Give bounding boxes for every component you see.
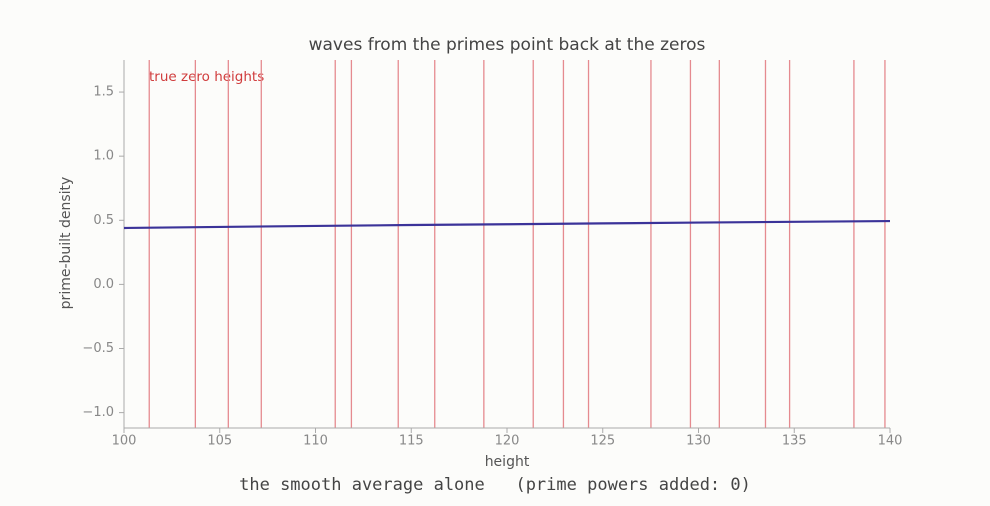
data-line — [123, 219, 891, 230]
x-tick-label: 135 — [782, 434, 807, 449]
y-axis-label: prime-built density — [58, 177, 74, 310]
x-tick-label: 125 — [590, 434, 615, 449]
y-tick-label: 1.0 — [93, 149, 114, 164]
x-tick-label: 140 — [878, 434, 903, 449]
x-tick-label: 120 — [495, 434, 520, 449]
caption: the smooth average alone (prime powers a… — [239, 475, 751, 495]
x-tick-label: 115 — [399, 434, 424, 449]
x-tick-label: 100 — [112, 434, 137, 449]
annotation: true zero heights — [149, 69, 264, 85]
y-tick-label: 0.0 — [93, 277, 114, 292]
x-tick-label: 130 — [686, 434, 711, 449]
x-tick-label: 105 — [207, 434, 232, 449]
y-tick-label: −1.0 — [82, 405, 114, 420]
x-tick-label: 110 — [303, 434, 328, 449]
y-tick-label: 1.5 — [93, 85, 114, 100]
y-tick-label: −0.5 — [82, 341, 114, 356]
y-tick-label: 0.5 — [93, 213, 114, 228]
chart-title: waves from the primes point back at the … — [309, 35, 706, 55]
x-axis-label: height — [485, 454, 530, 470]
